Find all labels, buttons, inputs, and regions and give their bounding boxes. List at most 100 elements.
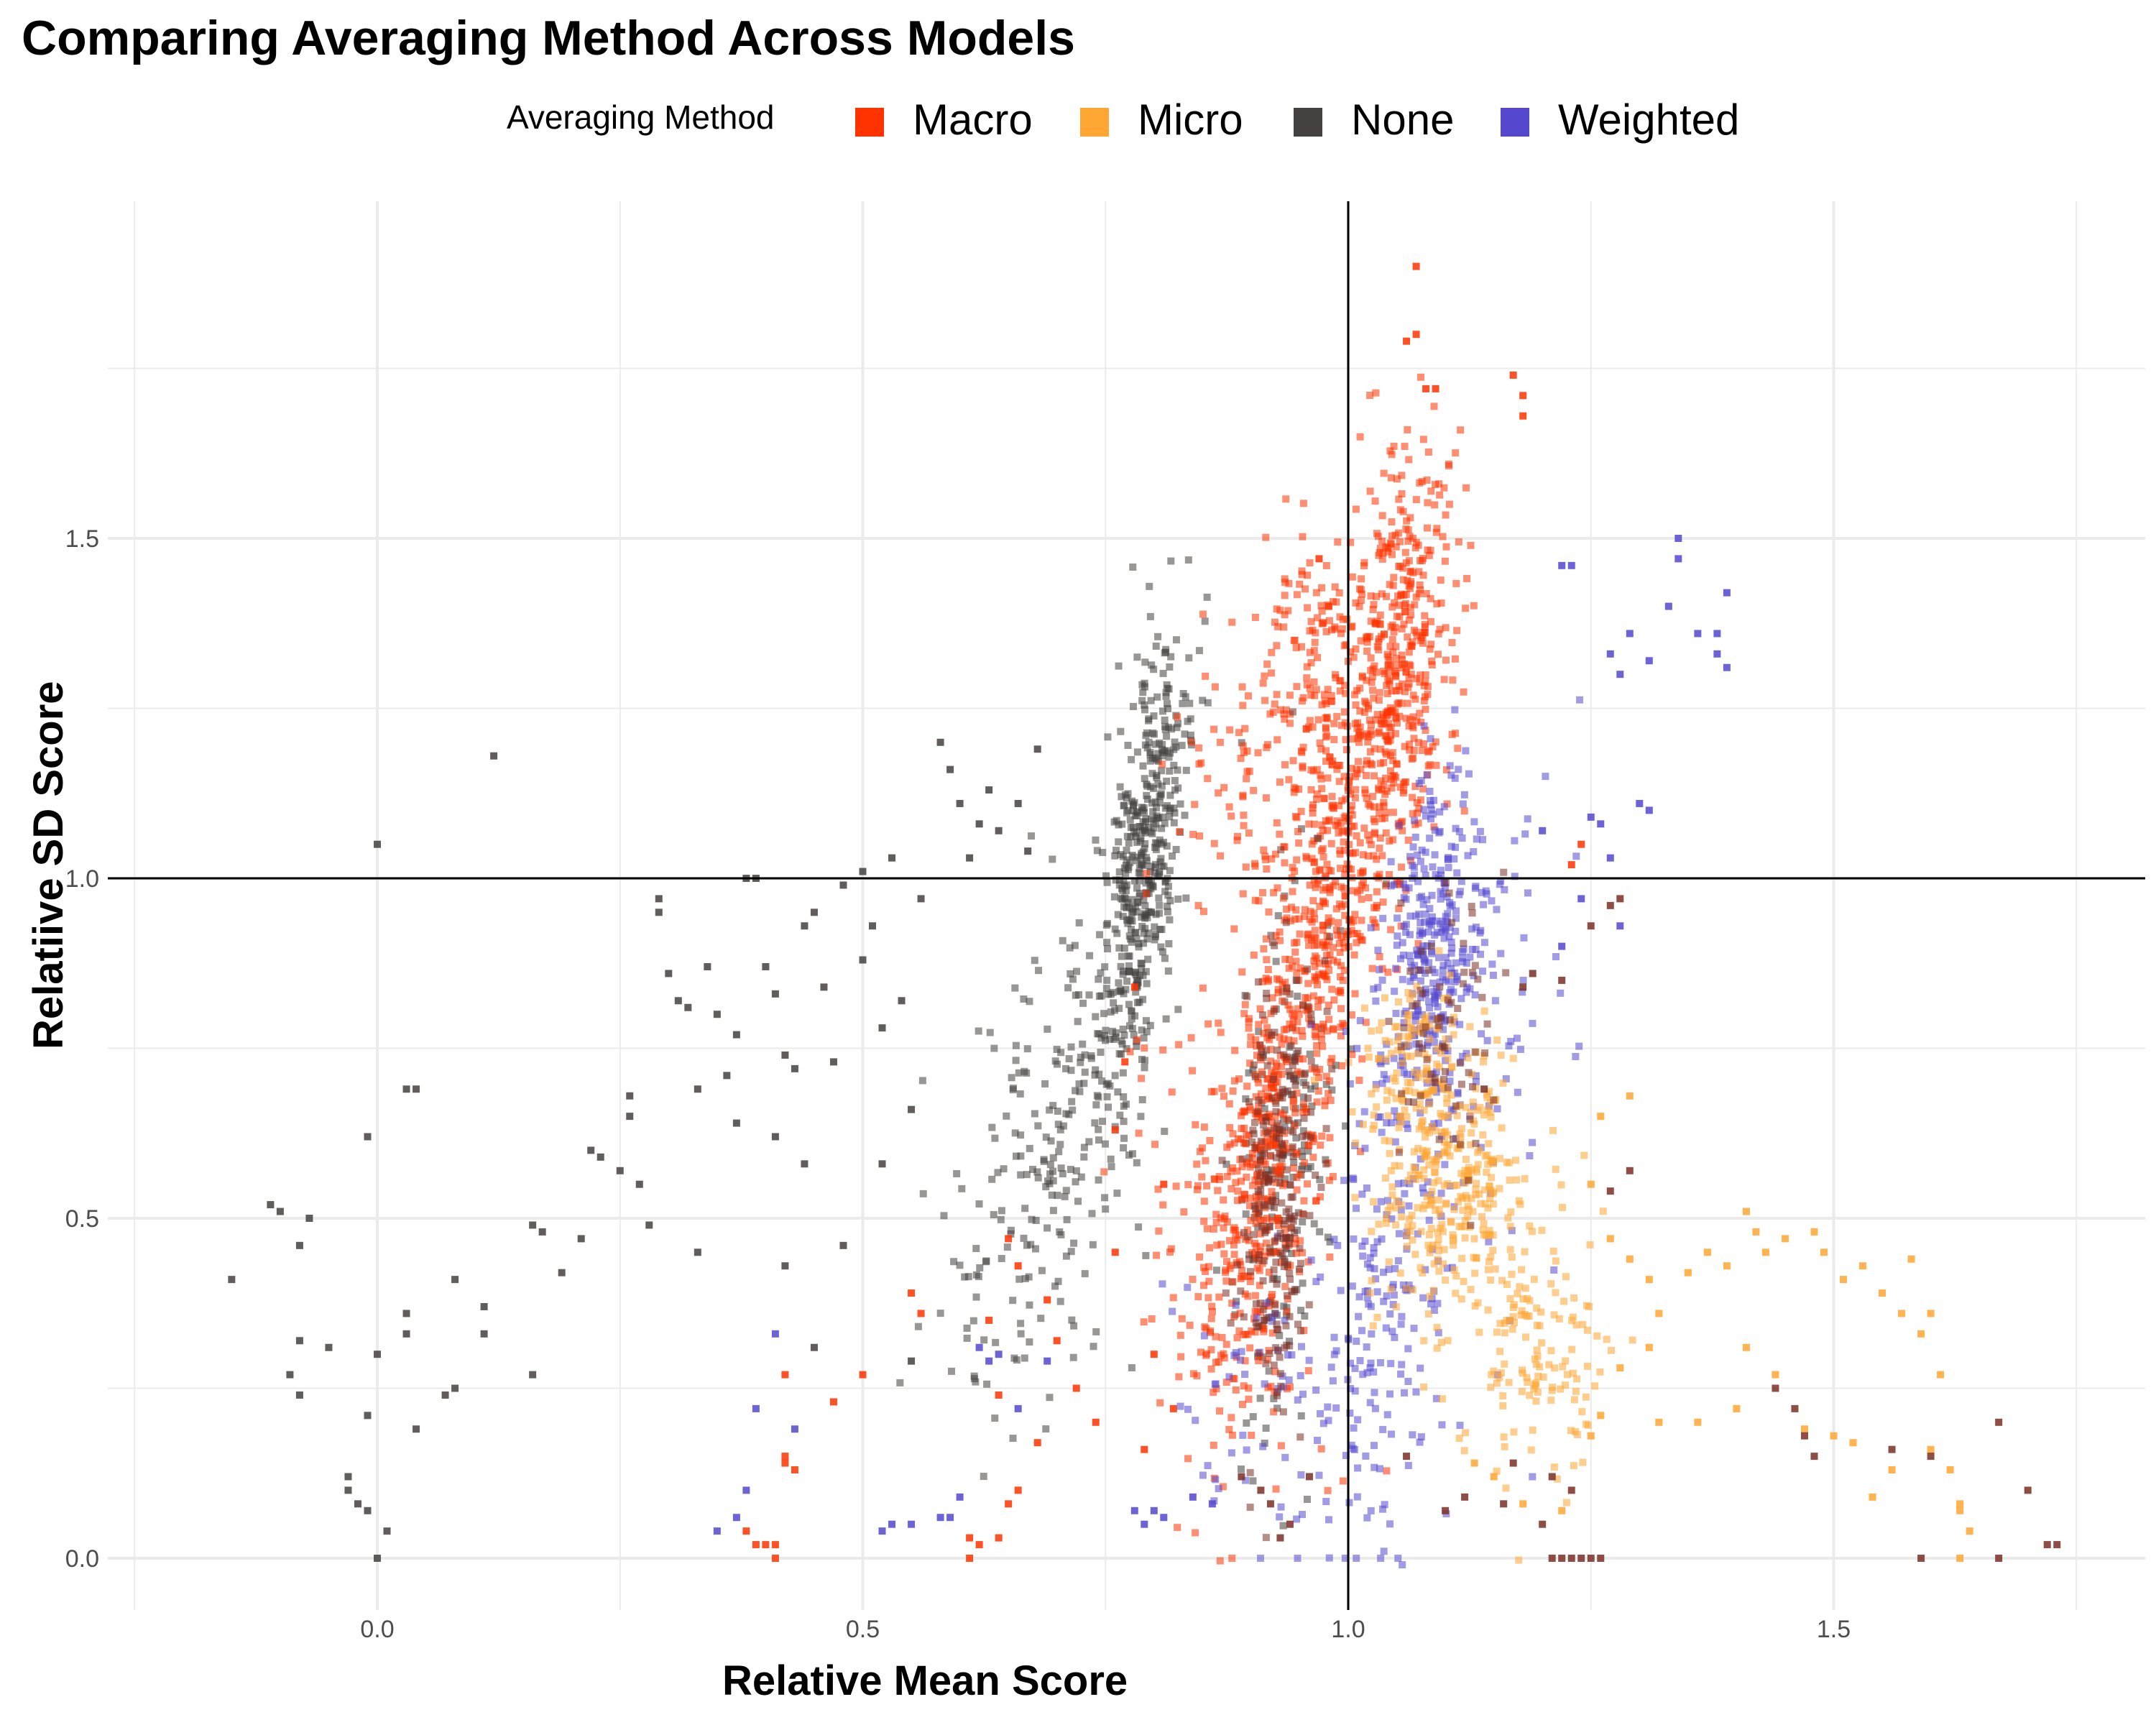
point-micro [1369,1126,1377,1133]
point-macro [1330,804,1337,812]
point-none [1187,731,1194,739]
point-weighted [1259,1443,1267,1450]
point-none [1164,704,1172,712]
point-none [975,1027,982,1035]
point-micro [1393,1197,1401,1205]
point-macro-none-overlap [1442,879,1450,887]
point-micro [1461,1234,1469,1242]
point-micro [1518,1387,1526,1395]
point-micro [1434,1241,1442,1249]
point-macro [1176,828,1184,836]
point-macro [1389,757,1397,765]
point-weighted [1268,1317,1276,1325]
point-weighted [1409,843,1417,851]
point-macro-none-overlap [1227,1319,1235,1327]
point-none [958,1184,966,1192]
point-micro [1515,1197,1523,1205]
point-micro [1403,1113,1411,1121]
point-micro [1403,1041,1411,1049]
point-micro [1503,1281,1511,1289]
point-none [1021,1067,1028,1075]
point-macro [1356,585,1364,593]
point-weighted [1459,954,1467,962]
point-macro-none-overlap [1276,1126,1284,1133]
point-macro [1363,794,1370,802]
point-macro-none-overlap [1558,976,1566,984]
point-macro [1322,733,1330,741]
point-none [1095,1136,1102,1144]
point-macro [1311,820,1319,828]
point-macro [1373,901,1381,909]
point-macro [1314,614,1322,622]
point-none [1146,582,1153,590]
point-micro [1413,982,1421,990]
point-none [364,1133,372,1141]
point-none [1308,1102,1316,1110]
point-macro-none-overlap [1397,899,1405,907]
point-macro [1212,1358,1220,1366]
point-none [1003,1243,1011,1251]
point-macro [1291,939,1299,947]
point-none [276,1208,284,1215]
point-macro [1263,1356,1271,1363]
point-macro [1416,709,1424,717]
point-micro [1435,1077,1443,1085]
point-macro [1321,1097,1329,1105]
point-macro [1229,1278,1237,1286]
point-macro [1404,836,1412,844]
point-macro-none-overlap [1302,1132,1310,1140]
reference-lines [108,201,2145,1610]
point-micro [1572,1321,1580,1329]
point-macro [1356,731,1364,739]
point-none [1299,1218,1307,1225]
point-macro [1232,1179,1240,1187]
point-weighted [1398,1361,1406,1368]
point-weighted [1443,893,1451,901]
point-macro [1322,972,1330,980]
point-micro [1421,1201,1429,1209]
point-macro [1196,1253,1204,1261]
point-macro [1222,1269,1230,1276]
point-weighted [1645,806,1653,814]
point-macro [1400,620,1408,628]
point-macro [1368,965,1376,972]
point-none [1154,750,1162,758]
point-macro [1268,669,1276,677]
point-none [1102,1140,1110,1148]
point-macro-none-overlap [1254,1349,1262,1357]
point-macro [1309,801,1317,809]
point-weighted [1414,952,1422,960]
point-none [1170,761,1178,769]
point-weighted [1367,1359,1375,1367]
point-weighted [1358,1242,1366,1250]
point-macro [1348,573,1356,581]
point-macro [1422,678,1429,686]
point-weighted [1437,871,1445,879]
point-macro [1262,935,1270,943]
point-micro [1489,1190,1497,1197]
point-weighted [1373,1205,1381,1213]
point-macro [1440,676,1448,684]
point-weighted [1480,939,1488,947]
point-macro [1296,1055,1304,1063]
point-weighted [1184,1405,1192,1413]
point-macro [1422,590,1430,598]
point-micro [1403,1284,1411,1292]
point-macro [1251,613,1259,621]
point-macro [1168,1088,1176,1096]
point-micro [1409,991,1417,999]
point-macro-none-overlap [1304,965,1312,973]
point-weighted [1130,1506,1138,1514]
point-macro [1264,965,1272,973]
point-macro-none-overlap [1468,903,1475,911]
point-macro-none-overlap [1307,1017,1315,1025]
point-weighted [1462,959,1470,967]
point-none [1112,876,1120,884]
point-macro [1315,555,1323,563]
point-weighted [1427,1300,1435,1308]
point-macro [1292,1026,1300,1034]
point-macro [1156,1399,1164,1407]
point-weighted [713,1527,721,1535]
point-macro-none-overlap [1255,1210,1263,1218]
point-none [994,1169,1002,1177]
